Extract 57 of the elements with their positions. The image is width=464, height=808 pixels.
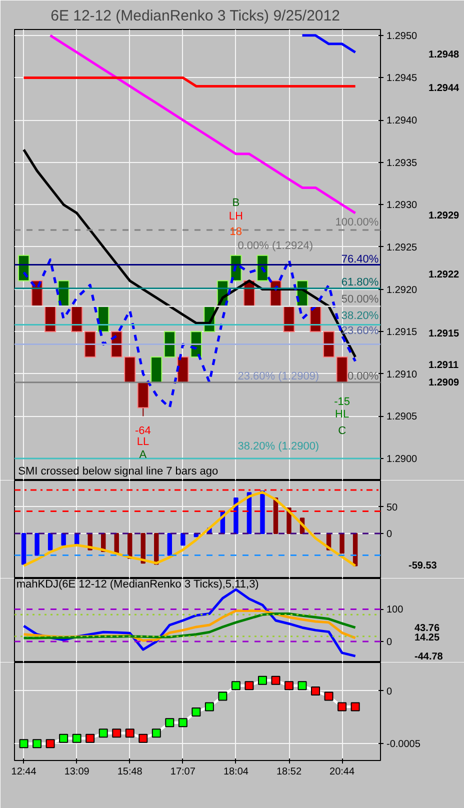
x-tick-label: 17:07 — [170, 766, 196, 778]
text: 1.2948 — [428, 49, 460, 60]
annotation: A — [139, 448, 148, 461]
text: 1.2915 — [428, 328, 460, 340]
text: 14.25 — [414, 632, 440, 644]
annotation: 76.40% — [341, 254, 379, 266]
text: -59.53 — [408, 560, 438, 572]
y-tick-label: 1.2930 — [386, 200, 418, 212]
x-tick-label: 12:44 — [11, 766, 37, 778]
y-tick-label: 0 — [386, 528, 392, 540]
x-tick-label: 20:44 — [330, 766, 355, 778]
annotation: 50.00% — [341, 294, 379, 306]
x-tick-label: 18:52 — [276, 766, 302, 778]
x-tick-label: 13:09 — [64, 766, 90, 778]
annotation: 38.20% (1.2900) — [238, 440, 320, 453]
y-tick-label: 1.2910 — [386, 369, 418, 380]
annotation: B — [232, 197, 240, 210]
x-tick-label: 15:48 — [117, 766, 143, 778]
y-tick-label: 0 — [386, 686, 392, 698]
text: -44.78 — [414, 651, 444, 662]
annotation: 23.60% — [341, 324, 379, 337]
y-tick-label: 1.2905 — [386, 412, 418, 423]
annotation: 38.20% — [341, 310, 379, 322]
y-tick-label: 50 — [386, 502, 398, 514]
text: 43.76 — [414, 622, 440, 634]
annotation: HL — [335, 408, 350, 421]
annotation: -15 — [334, 396, 350, 408]
y-tick-label: 1.2950 — [386, 30, 418, 42]
annotation: 18 — [230, 226, 242, 238]
y-tick-label: -0.0005 — [386, 739, 421, 750]
y-tick-label: 0 — [386, 637, 392, 648]
y-tick-label: 1.2935 — [386, 158, 418, 169]
y-tick-label: 100 — [386, 604, 404, 616]
y-tick-label: 1.2925 — [386, 242, 418, 254]
annotation: -64 — [135, 424, 151, 437]
annotation: 61.80% — [341, 276, 379, 289]
annotation: C — [338, 424, 346, 437]
y-tick-label: 1.2940 — [386, 116, 418, 127]
annotation: 100.00% — [335, 216, 379, 229]
y-tick-label: 1.2945 — [386, 73, 418, 84]
text: 1.2911 — [428, 360, 459, 372]
text: 1.2929 — [428, 210, 460, 222]
x-tick-label: 18:04 — [223, 766, 249, 778]
chart-title: 6E 12-12 (MedianRenko 3 Ticks) 9/25/2012 — [50, 8, 340, 24]
annotation: 0.00% (1.2924) — [238, 240, 313, 252]
annotation: 23.60% (1.2909) — [238, 370, 320, 382]
annotation: 0.00% — [347, 370, 379, 382]
annotation: SMI crossed below signal line 7 bars ago — [18, 465, 218, 478]
y-tick-label: 1.2915 — [386, 327, 418, 338]
y-tick-label: 1.2920 — [386, 284, 418, 296]
annotation: LH — [228, 210, 244, 223]
annotation: mahKDJ(6E 12-12 (MedianRenko 3 Ticks),5,11,3) — [16, 578, 259, 590]
text: 1.2922 — [428, 269, 460, 280]
y-tick-label: 1.2900 — [386, 454, 418, 465]
annotation: LL — [136, 436, 150, 448]
text: 1.2944 — [428, 83, 460, 94]
text: 1.2909 — [428, 378, 460, 389]
